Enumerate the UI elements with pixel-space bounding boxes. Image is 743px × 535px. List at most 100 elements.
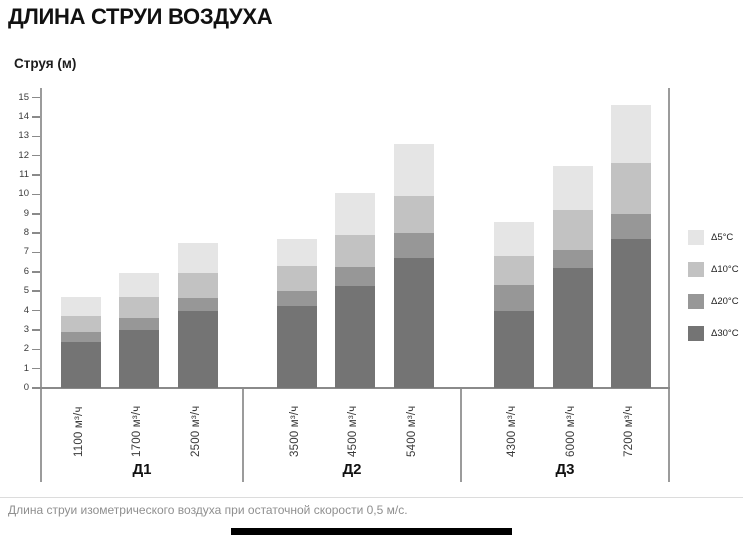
y-axis-title: Струя (м) <box>14 56 77 71</box>
bar-segment-d20 <box>611 213 651 239</box>
y-tick-label: 15 <box>18 91 29 103</box>
legend-swatch-d5 <box>688 230 704 245</box>
bar-segment-d5 <box>277 238 317 267</box>
y-axis-tick <box>32 290 40 292</box>
bar-segment-d10 <box>61 316 101 332</box>
bar-segment-d30 <box>277 305 317 388</box>
bar-segment-d10 <box>277 266 317 292</box>
bar-segment-d5 <box>119 272 159 297</box>
y-tick-label: 8 <box>23 227 29 239</box>
y-tick-label: 7 <box>23 246 29 258</box>
bar-segment-d30 <box>611 238 651 388</box>
legend-swatch-d20 <box>688 294 704 309</box>
bar-segment-d5 <box>335 193 375 236</box>
flow-rate-label: 5400 м³/ч <box>406 405 418 457</box>
bar-segment-d10 <box>553 209 593 250</box>
flow-rate-label: 7200 м³/ч <box>623 405 635 457</box>
y-axis-tick <box>32 154 40 157</box>
bar-segment-d20 <box>335 267 375 287</box>
y-tick-label: 4 <box>23 304 29 316</box>
chart-caption: Длина струи изометрического воздуха при … <box>8 503 408 517</box>
group-label: Д1 <box>132 461 152 478</box>
y-axis-tick <box>32 213 40 215</box>
bar-segment-d30 <box>553 267 593 388</box>
bar-segment-d10 <box>335 235 375 267</box>
y-tick-label: 12 <box>18 149 29 161</box>
bar-segment-d30 <box>335 286 375 388</box>
flow-rate-label: 4500 м³/ч <box>347 405 359 457</box>
flow-rate-label: 1700 м³/ч <box>131 405 143 457</box>
y-tick-label: 2 <box>23 343 29 355</box>
bar-segment-d30 <box>61 341 101 388</box>
y-tick-label: 14 <box>18 110 29 122</box>
bar-segment-d5 <box>611 105 651 164</box>
flow-rate-label: 6000 м³/ч <box>565 405 577 457</box>
y-tick-label: 5 <box>23 285 29 297</box>
y-axis-tick <box>32 329 40 331</box>
group-label: Д2 <box>342 461 362 478</box>
bar-segment-d5 <box>178 242 218 273</box>
legend-item: Δ5°C <box>688 230 739 245</box>
bar-segment-d20 <box>394 233 434 259</box>
bar-segment-d10 <box>178 272 218 298</box>
y-tick-label: 13 <box>18 130 29 142</box>
y-axis-tick <box>32 251 40 254</box>
y-axis-tick <box>32 367 40 370</box>
flow-rate-label: 4300 м³/ч <box>506 405 518 457</box>
bar-segment-d20 <box>277 291 317 306</box>
flow-rate-label: 3500 м³/ч <box>289 405 301 457</box>
bar-segment-d20 <box>494 285 534 311</box>
page-title: ДЛИНА СТРУИ ВОЗДУХА <box>8 4 273 29</box>
bar-segment-d30 <box>494 310 534 388</box>
y-axis-tick <box>32 116 40 118</box>
group-separator-line <box>460 388 462 482</box>
bar-segment-d10 <box>494 256 534 286</box>
y-axis-tick <box>32 309 40 312</box>
y-tick-label: 6 <box>23 265 29 277</box>
bar-segment-d20 <box>553 249 593 268</box>
bar-segment-d10 <box>119 297 159 319</box>
legend-label: Δ20°C <box>711 296 739 307</box>
y-axis-tick <box>32 232 40 234</box>
legend-swatch-d10 <box>688 262 704 277</box>
bar-segment-d20 <box>178 297 218 311</box>
bar-segment-d5 <box>494 221 534 257</box>
y-tick-label: 10 <box>18 188 29 200</box>
legend-label: Δ10°C <box>711 264 739 275</box>
flow-rate-label: 1100 м³/ч <box>73 406 85 457</box>
chart-legend: Δ5°C Δ10°C Δ20°C Δ30°C <box>688 230 739 341</box>
y-tick-label: 11 <box>19 169 29 181</box>
y-axis-tick <box>32 96 40 99</box>
y-tick-label: 9 <box>23 207 29 219</box>
bar-segment-d30 <box>394 258 434 388</box>
y-axis-tick <box>32 271 40 273</box>
y-axis-line <box>40 88 42 482</box>
y-tick-label: 3 <box>23 323 29 335</box>
group-separator-line <box>242 388 244 482</box>
legend-label: Δ30°C <box>711 328 739 339</box>
y-tick-label: 0 <box>23 382 29 393</box>
y-axis-tick <box>32 174 40 176</box>
right-frame-line <box>668 88 670 482</box>
y-axis-tick <box>32 387 40 389</box>
y-axis-tick <box>32 193 40 196</box>
legend-item: Δ20°C <box>688 294 739 309</box>
bar-segment-d10 <box>611 163 651 214</box>
bar-segment-d5 <box>553 166 593 210</box>
next-section-edge <box>231 528 512 535</box>
legend-item: Δ30°C <box>688 326 739 341</box>
y-tick-label: 1 <box>23 362 29 374</box>
y-axis-tick <box>32 348 40 351</box>
bar-segment-d20 <box>119 318 159 330</box>
section-divider <box>0 497 743 498</box>
bar-segment-d5 <box>394 144 434 197</box>
bar-segment-d30 <box>178 310 218 388</box>
bar-segment-d20 <box>61 331 101 342</box>
y-axis-tick <box>32 135 40 138</box>
group-label: Д3 <box>555 461 575 478</box>
bar-segment-d10 <box>394 196 434 234</box>
legend-label: Δ5°C <box>711 232 734 243</box>
legend-item: Δ10°C <box>688 262 739 277</box>
flow-rate-label: 2500 м³/ч <box>190 405 202 457</box>
